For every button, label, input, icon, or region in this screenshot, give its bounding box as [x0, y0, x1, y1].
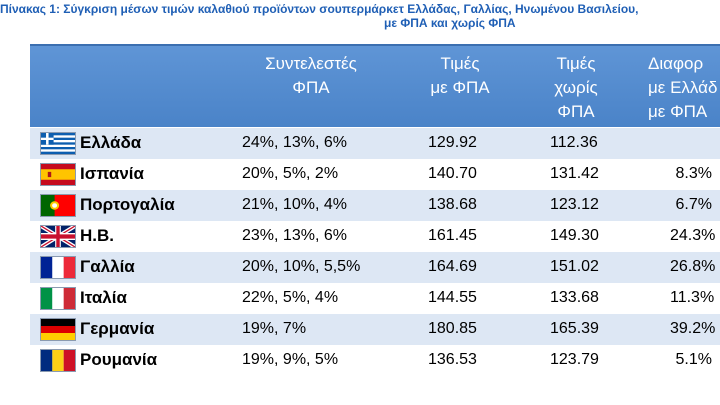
header-vat-rates: Συντελεστές ΦΠΑ: [236, 52, 386, 100]
header-with-vat-line-2: με ΦΠΑ: [430, 78, 490, 97]
price-without-vat-cell: 131.42: [550, 165, 599, 182]
country-name: Η.Β.: [80, 226, 114, 245]
difference-cell: 11.3%: [670, 289, 715, 306]
vat-rates-cell: 21%, 10%, 4%: [242, 196, 347, 213]
vat-rates-cell: 19%, 7%: [242, 320, 307, 337]
header-with-vat-line-1: Τιμές: [440, 54, 480, 73]
price-without-vat-cell: 112.36: [550, 134, 598, 151]
romania-flag-icon: [40, 349, 76, 372]
header-vat-line-1: Συντελεστές: [265, 54, 357, 73]
country-name: Ισπανία: [80, 164, 144, 183]
vat-rates-cell: 22%, 5%, 4%: [242, 289, 339, 306]
difference-cell: 6.7%: [675, 196, 712, 213]
france-flag-icon: [40, 256, 76, 279]
header-price-without-vat: Τιμές χωρίς ΦΠΑ: [536, 52, 616, 124]
difference-cell: 26.8%: [670, 258, 716, 275]
header-without-vat-line-1: Τιμές: [556, 54, 596, 73]
vat-rates-cell: 20%, 10%, 5,5%: [242, 258, 361, 275]
table-row: Πορτογαλία 21%, 10%, 4% 138.68 123.12 6.…: [30, 190, 720, 221]
country-name: Γερμανία: [80, 319, 155, 338]
country-name: Ιταλία: [80, 288, 127, 307]
spain-flag-icon: [40, 163, 76, 186]
price-with-vat-cell: 140.70: [428, 165, 477, 182]
table-row: Η.Β. 23%, 13%, 6% 161.45 149.30 24.3%: [30, 221, 720, 252]
difference-cell: 24.3%: [670, 227, 716, 244]
italy-flag-icon: [40, 287, 76, 310]
caption-line-1: Πίνακας 1: Σύγκριση μέσων τιμών καλαθιού…: [0, 2, 639, 16]
germany-flag-icon: [40, 318, 76, 341]
header-without-vat-line-3: ΦΠΑ: [557, 102, 595, 121]
greece-flag-icon: [40, 132, 76, 155]
table-row: Ισπανία 20%, 5%, 2% 140.70 131.42 8.3%: [30, 159, 720, 190]
country-name: Ελλάδα: [80, 133, 142, 152]
table-row: Ρουμανία 19%, 9%, 5% 136.53 123.79 5.1%: [30, 345, 720, 376]
vat-rates-cell: 19%, 9%, 5%: [242, 351, 339, 368]
caption-line-2: με ΦΠΑ και χωρίς ΦΠΑ: [384, 16, 516, 30]
difference-cell: 39.2%: [670, 320, 716, 337]
price-with-vat-cell: 161.45: [428, 227, 477, 244]
portugal-flag-icon: [40, 194, 76, 217]
price-without-vat-cell: 123.12: [550, 196, 599, 213]
vat-rates-cell: 24%, 13%, 6%: [242, 134, 347, 151]
table-row: Γαλλία 20%, 10%, 5,5% 164.69 151.02 26.8…: [30, 252, 720, 283]
table-row: Ιταλία 22%, 5%, 4% 144.55 133.68 11.3%: [30, 283, 720, 314]
table-header: Συντελεστές ΦΠΑ Τιμές με ΦΠΑ Τιμές χωρίς…: [30, 44, 720, 127]
difference-cell: 8.3%: [675, 165, 712, 182]
header-vat-line-2: ΦΠΑ: [292, 78, 330, 97]
country-name: Ρουμανία: [80, 350, 158, 369]
price-without-vat-cell: 151.02: [550, 258, 599, 275]
country-name: Πορτογαλία: [80, 195, 175, 214]
price-without-vat-cell: 165.39: [550, 320, 599, 337]
country-name: Γαλλία: [80, 257, 135, 276]
header-difference: Διαφορ με Ελλάδ με ΦΠΑ: [648, 52, 720, 124]
table-row: Γερμανία 19%, 7% 180.85 165.39 39.2%: [30, 314, 720, 345]
difference-cell: 5.1%: [675, 351, 712, 368]
price-with-vat-cell: 144.55: [428, 289, 477, 306]
price-without-vat-cell: 123.79: [550, 351, 599, 368]
price-with-vat-cell: 180.85: [428, 320, 477, 337]
table-row: Ελλάδα 24%, 13%, 6% 129.92 112.36: [30, 128, 720, 159]
price-with-vat-cell: 138.68: [428, 196, 477, 213]
price-with-vat-cell: 164.69: [428, 258, 477, 275]
vat-rates-cell: 23%, 13%, 6%: [242, 227, 347, 244]
uk-flag-icon: [40, 224, 76, 249]
header-diff-line-2: με Ελλάδ: [648, 78, 718, 97]
header-diff-line-1: Διαφορ: [648, 54, 704, 73]
price-with-vat-cell: 129.92: [428, 134, 477, 151]
header-price-with-vat: Τιμές με ΦΠΑ: [410, 52, 510, 100]
price-comparison-table: Συντελεστές ΦΠΑ Τιμές με ΦΠΑ Τιμές χωρίς…: [30, 44, 720, 405]
header-diff-line-3: με ΦΠΑ: [648, 102, 708, 121]
vat-rates-cell: 20%, 5%, 2%: [242, 165, 339, 182]
price-without-vat-cell: 149.30: [550, 227, 599, 244]
header-without-vat-line-2: χωρίς: [554, 78, 598, 97]
price-with-vat-cell: 136.53: [428, 351, 477, 368]
price-without-vat-cell: 133.68: [550, 289, 599, 306]
